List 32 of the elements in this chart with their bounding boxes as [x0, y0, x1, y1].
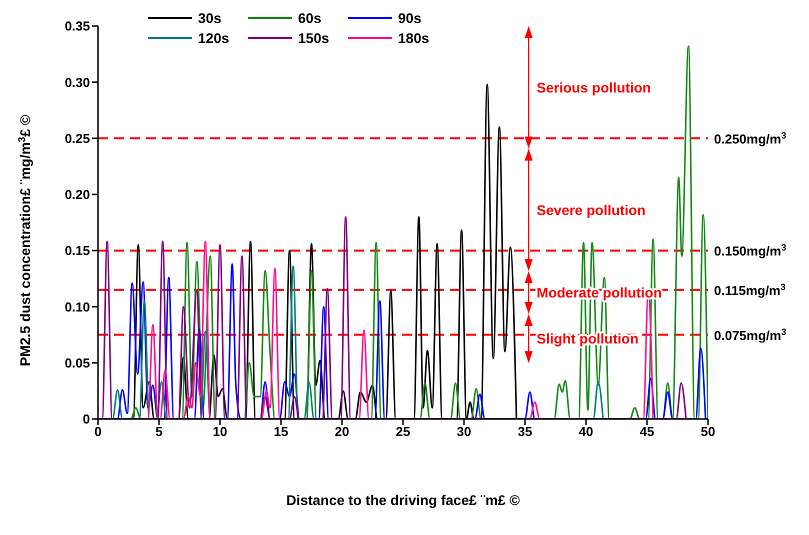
ref-line-label: 0.250mg/m$^{3}$	[714, 130, 786, 146]
x-tick-label: 0	[94, 424, 102, 440]
legend-label: 120s	[198, 30, 230, 46]
x-tick-label: 50	[700, 424, 716, 440]
x-tick-label: 15	[274, 424, 288, 440]
y-tick-label: 0.10	[64, 299, 90, 314]
x-axis-title: Distance to the driving face£ ¨m£ ©	[286, 492, 520, 508]
x-tick-label: 5	[155, 424, 163, 440]
ref-line-label: 0.115mg/m$^{3}$	[714, 282, 786, 298]
x-tick-label: 30	[456, 424, 472, 440]
x-tick-label: 35	[518, 424, 532, 440]
annotation: Serious pollution	[536, 79, 652, 96]
y-tick-label: 0.15	[64, 243, 90, 258]
ref-line-label: 0.150mg/m$^{3}$	[714, 242, 786, 259]
y-tick-label: 0.05	[64, 355, 90, 370]
legend-label: 90s	[398, 10, 422, 26]
y-tick-label: 0.30	[64, 74, 90, 90]
annotation: Severe pollution	[536, 202, 646, 218]
x-tick-label: 40	[578, 424, 594, 440]
legend-label: 180s	[398, 30, 430, 46]
legend-label: 60s	[298, 10, 322, 26]
x-tick-label: 45	[640, 424, 654, 440]
x-tick-label: 10	[212, 424, 228, 440]
y-tick-label: 0.20	[64, 187, 90, 202]
x-tick-label: 25	[396, 424, 410, 440]
legend-label: 30s	[198, 10, 222, 26]
x-tick-label: 20	[334, 424, 350, 440]
y-tick-label: 0.25	[64, 130, 90, 146]
ref-line-label: 0.075mg/m$^{3}$	[714, 326, 786, 343]
y-tick-label: 0	[82, 412, 90, 427]
y-tick-label: 0.35	[64, 18, 90, 34]
legend-label: 150s	[298, 30, 330, 46]
